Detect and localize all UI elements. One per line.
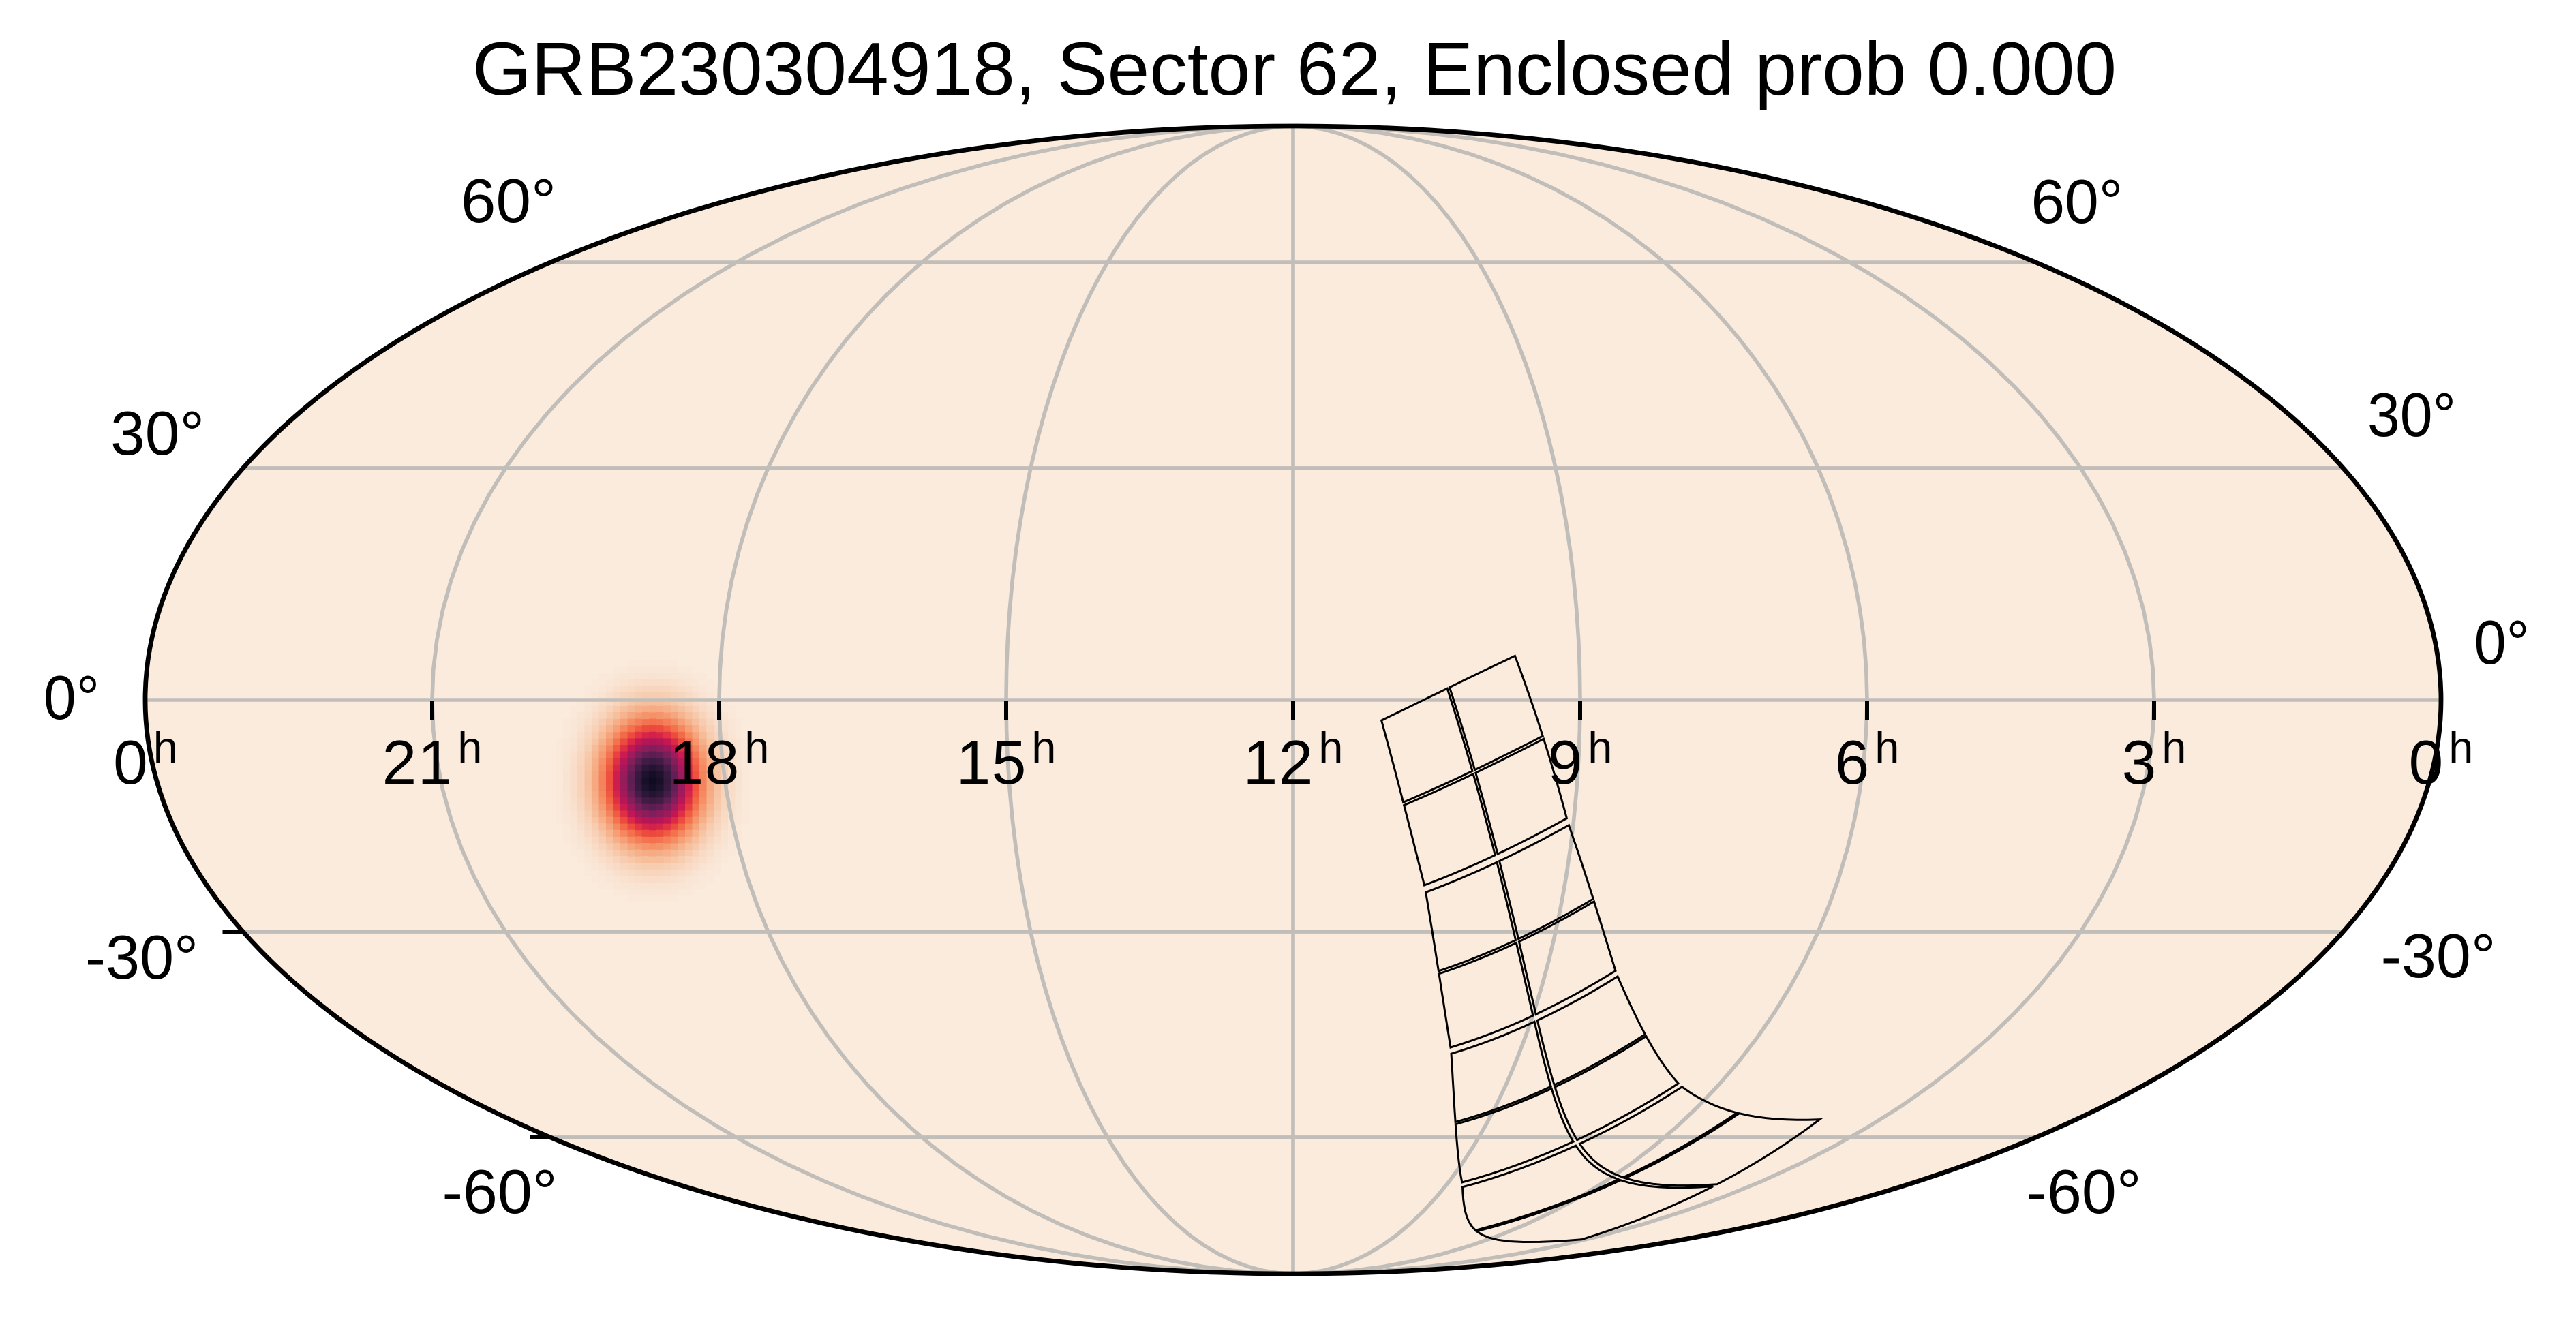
svg-text:h: h <box>2449 722 2473 772</box>
svg-text:-30°: -30° <box>85 923 198 992</box>
svg-text:-60°: -60° <box>2027 1158 2142 1227</box>
svg-text:0°: 0° <box>2474 609 2530 677</box>
svg-text:-60°: -60° <box>442 1158 558 1227</box>
svg-text:h: h <box>744 722 769 772</box>
svg-text:h: h <box>1318 722 1343 772</box>
svg-text:3: 3 <box>2122 729 2157 797</box>
svg-text:h: h <box>153 722 178 772</box>
svg-text:9: 9 <box>1548 729 1584 797</box>
svg-text:GRB230304918, Sector 62, Enclo: GRB230304918, Sector 62, Enclosed prob 0… <box>472 27 2117 111</box>
svg-text:0: 0 <box>113 729 149 797</box>
svg-text:h: h <box>2162 722 2186 772</box>
svg-text:30°: 30° <box>2367 381 2456 450</box>
svg-text:60°: 60° <box>2031 168 2123 236</box>
svg-text:12: 12 <box>1243 729 1314 797</box>
svg-text:30°: 30° <box>110 399 204 468</box>
svg-text:h: h <box>1588 722 1612 772</box>
svg-text:0: 0 <box>2409 729 2444 797</box>
svg-text:-30°: -30° <box>2381 922 2496 991</box>
svg-text:0°: 0° <box>44 664 100 733</box>
svg-text:h: h <box>1031 722 1056 772</box>
svg-text:15: 15 <box>956 729 1027 797</box>
svg-text:18: 18 <box>669 729 740 797</box>
svg-text:6: 6 <box>1835 729 1870 797</box>
svg-text:h: h <box>1875 722 1899 772</box>
svg-text:21: 21 <box>382 729 453 797</box>
svg-text:60°: 60° <box>461 167 556 236</box>
svg-text:h: h <box>457 722 482 772</box>
